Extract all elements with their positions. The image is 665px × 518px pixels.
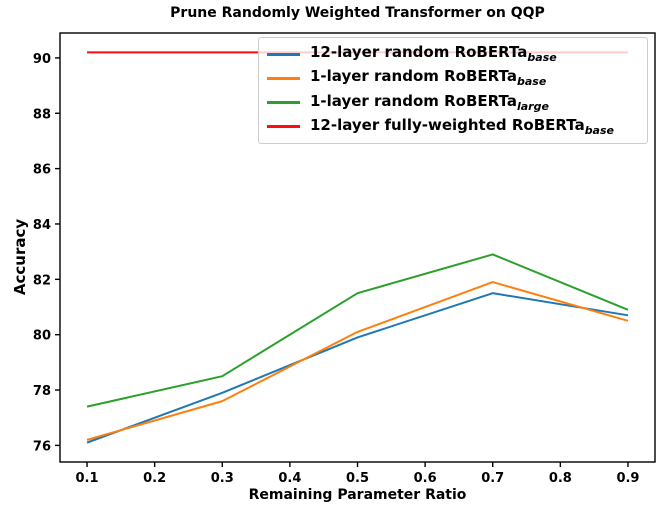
y-tick-label: 90 xyxy=(33,52,51,67)
x-tick-label: 0.5 xyxy=(346,471,369,486)
line-swatch-red-icon xyxy=(267,125,300,129)
series-line-1 xyxy=(86,281,629,441)
line-swatch-green-icon xyxy=(267,101,300,105)
x-tick-label: 0.3 xyxy=(211,471,234,486)
y-tick-label: 80 xyxy=(33,329,51,344)
legend-item-1-layer-random-base: 1-layer random RoBERTabase xyxy=(267,66,637,90)
x-tick-label: 0.9 xyxy=(616,471,639,486)
legend-item-12-layer-fully-weighted: 12-layer fully-weighted RoBERTabase xyxy=(267,115,637,139)
y-tick-label: 78 xyxy=(33,384,51,399)
x-tick-label: 0.1 xyxy=(76,471,99,486)
x-tick-label: 0.6 xyxy=(414,471,437,486)
legend-label: 1-layer random RoBERTalarge xyxy=(310,91,549,113)
line-swatch-blue-icon xyxy=(267,52,300,56)
y-tick-label: 82 xyxy=(33,273,51,288)
line-swatch-orange-icon xyxy=(267,76,300,80)
series-line-2 xyxy=(86,253,629,408)
x-tick-label: 0.7 xyxy=(481,471,504,486)
legend: 12-layer random RoBERTabase 1-layer rand… xyxy=(258,37,648,144)
x-tick-label: 0.8 xyxy=(549,471,572,486)
x-axis-label: Remaining Parameter Ratio xyxy=(248,487,467,503)
x-tick-label: 0.4 xyxy=(278,471,301,486)
legend-label: 1-layer random RoBERTabase xyxy=(310,67,547,89)
legend-label: 12-layer random RoBERTabase xyxy=(310,43,557,65)
y-tick-label: 88 xyxy=(33,107,51,122)
chart-title: Prune Randomly Weighted Transformer on Q… xyxy=(170,5,545,21)
x-tick-label: 0.2 xyxy=(143,471,166,486)
legend-label: 12-layer fully-weighted RoBERTabase xyxy=(310,115,614,137)
legend-item-12-layer-random: 12-layer random RoBERTabase xyxy=(267,42,637,66)
series-line-0 xyxy=(86,292,629,444)
legend-item-1-layer-random-large: 1-layer random RoBERTalarge xyxy=(267,91,637,115)
y-tick-label: 84 xyxy=(33,218,51,233)
y-tick-label: 86 xyxy=(33,163,51,178)
y-tick-label: 76 xyxy=(33,439,51,454)
